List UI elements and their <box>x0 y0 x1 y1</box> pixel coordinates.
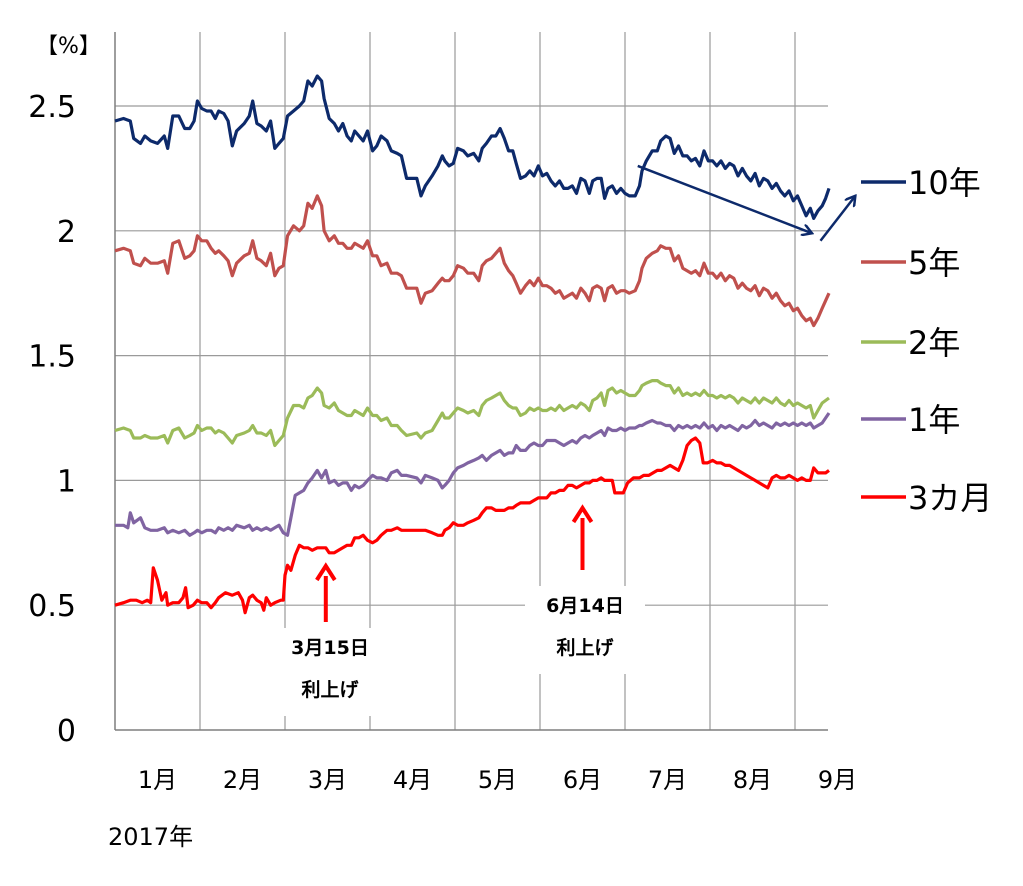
legend-label-1: 5年 <box>908 244 960 282</box>
hike-note-0: 利上げ <box>301 679 359 701</box>
xtick-label: 3月 <box>308 766 347 794</box>
xtick-label: 6月 <box>563 766 602 794</box>
legend-label-2: 2年 <box>908 324 960 362</box>
gridlines <box>115 32 828 730</box>
hike-date-1: 6月14日 <box>546 595 624 617</box>
ytick-label: 2 <box>57 215 76 250</box>
hike-label-bg-0 <box>270 628 390 716</box>
ytick-label: 1.5 <box>28 340 76 375</box>
legend: 10年 5年 2年 1年 3カ月 <box>861 164 992 517</box>
series-line-4 <box>114 436 830 615</box>
xtick-label: 7月 <box>648 766 687 794</box>
hike-note-1: 利上げ <box>556 637 614 659</box>
xtick-label: 2月 <box>223 766 262 794</box>
xtick-label: 8月 <box>733 766 772 794</box>
series <box>114 74 831 615</box>
unit-label: 【%】 <box>36 34 101 59</box>
ytick-label: 1 <box>57 464 76 499</box>
series-line-1 <box>114 194 831 328</box>
legend-label-3: 1年 <box>908 401 960 439</box>
xtick-label: 1月 <box>138 766 177 794</box>
ytick-label: 0.5 <box>28 589 76 624</box>
year-label: 2017年 <box>108 823 193 851</box>
trend-arrows <box>637 164 856 242</box>
legend-label-0: 10年 <box>908 164 981 202</box>
hike-arrowhead-0 <box>315 562 337 582</box>
trend-arrow-0 <box>637 164 812 233</box>
series-line-0 <box>114 74 831 220</box>
xtick-label: 4月 <box>393 766 432 794</box>
hike-date-0: 3月15日 <box>291 637 369 659</box>
hike-arrowhead-1 <box>571 504 594 524</box>
xtick-label: 5月 <box>478 766 517 794</box>
series-line-2 <box>114 379 830 448</box>
ytick-label: 2.5 <box>28 90 76 125</box>
hike-label-bg-1 <box>525 586 645 674</box>
legend-label-4: 3カ月 <box>908 479 992 517</box>
series-line-3 <box>115 412 831 537</box>
trend-arrow-1 <box>819 196 856 242</box>
axes: 0 0.5 1 1.5 2 2.5 1月 2月 3月 4月 5月 6月 7月 8月 9月 <box>28 32 857 794</box>
ytick-label: 0 <box>57 714 76 749</box>
xtick-label: 9月 <box>818 766 857 794</box>
